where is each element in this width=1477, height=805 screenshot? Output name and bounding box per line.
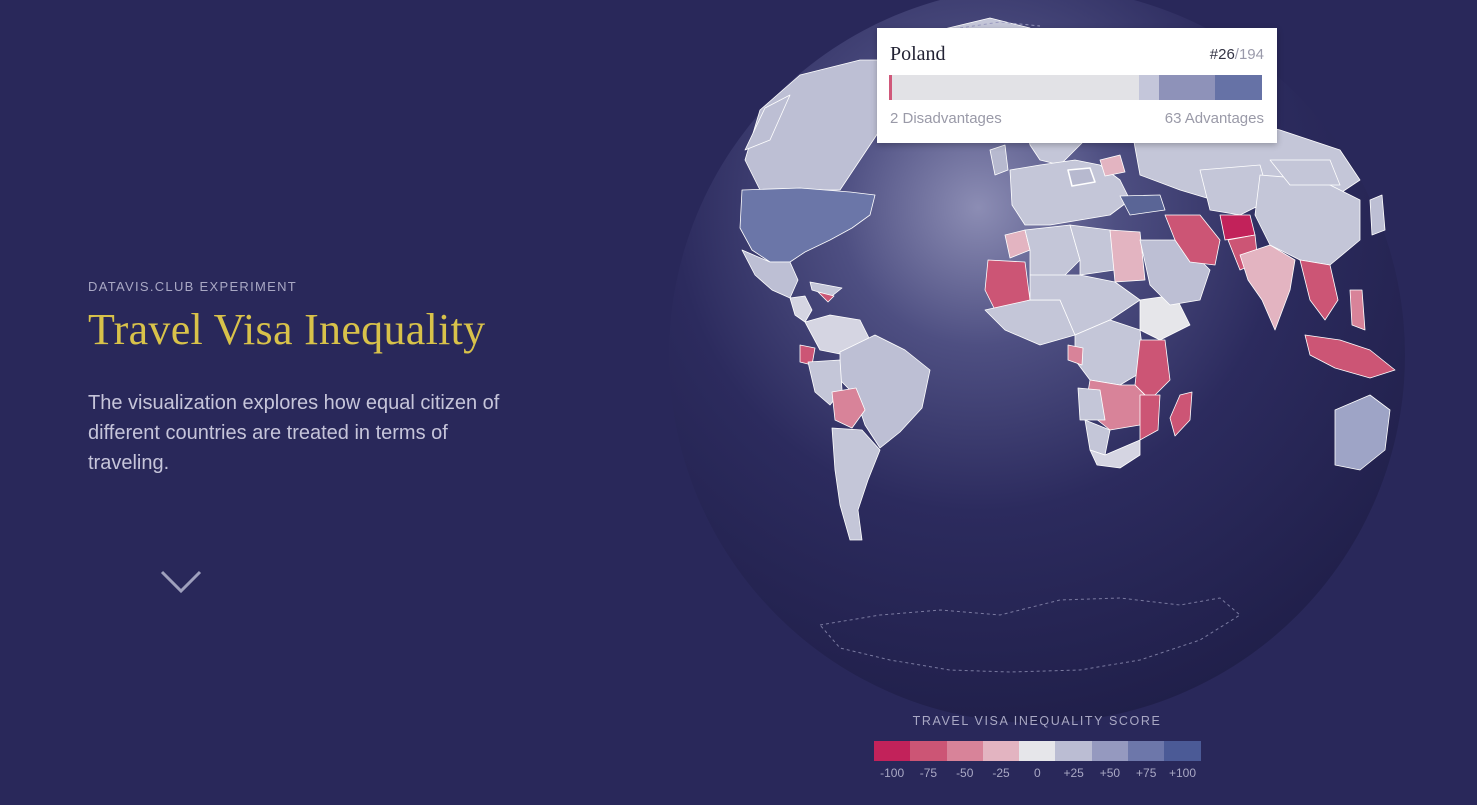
country-angola — [1077, 387, 1106, 421]
country-bolivia — [831, 387, 866, 429]
country-tooltip: Poland #26/194 2 Disadvantages 63 Advant… — [877, 28, 1277, 143]
country-central-america — [789, 295, 813, 323]
legend-label: +100 — [1169, 766, 1197, 780]
antarctica-outline — [819, 597, 1241, 673]
page-description: The visualization explores how equal cit… — [88, 392, 500, 474]
page-title: Travel Visa Inequality — [88, 305, 486, 354]
country-east-africa — [1134, 339, 1171, 401]
legend-title: TRAVEL VISA INEQUALITY SCORE — [912, 714, 1162, 728]
country-mexico — [741, 249, 799, 299]
legend-swatch — [982, 741, 1020, 761]
tooltip-bar-segment — [1159, 75, 1216, 100]
tooltip-bar-segment — [889, 75, 892, 100]
country-canada — [744, 59, 911, 191]
country-australia — [1334, 394, 1391, 471]
country-south-africa — [1089, 439, 1141, 469]
legend-labels: -100 -75 -50 -25 0 +25 +50 +75 +100 — [874, 766, 1201, 780]
country-philippines — [1349, 289, 1366, 331]
country-haiti — [817, 291, 835, 303]
country-ukraine — [1099, 154, 1126, 177]
country-southeast-asia — [1299, 259, 1339, 321]
legend-swatch — [874, 741, 911, 761]
country-usa — [739, 187, 876, 263]
legend-label: -25 — [992, 766, 1010, 780]
country-egypt — [1109, 229, 1146, 283]
country-madagascar — [1169, 391, 1193, 437]
tooltip-score-bar — [889, 75, 1262, 100]
scroll-down-button[interactable] — [158, 565, 206, 597]
legend-label: 0 — [1033, 766, 1041, 780]
tooltip-bar-segment — [1138, 75, 1160, 100]
tooltip-rank-total: /194 — [1234, 46, 1264, 63]
country-argentina — [831, 427, 881, 541]
tooltip-country-name: Poland — [890, 43, 946, 65]
legend-swatch — [1128, 741, 1165, 761]
legend-swatches — [874, 741, 1201, 761]
eyebrow-label: DATAVIS.CLUB EXPERIMENT — [88, 279, 298, 294]
country-central-asia — [1199, 164, 1271, 216]
legend-label: +50 — [1099, 766, 1121, 780]
tooltip-rank: #26/194 — [1210, 46, 1264, 63]
tooltip-rank-value: #26 — [1209, 46, 1235, 63]
country-indonesia — [1304, 334, 1396, 379]
country-gabon — [1067, 344, 1084, 366]
legend-swatch — [946, 741, 983, 761]
chevron-down-icon — [160, 570, 202, 594]
country-mozambique — [1139, 394, 1161, 441]
legend-label: -50 — [956, 766, 974, 780]
legend-swatch — [1019, 741, 1056, 761]
country-libya — [1069, 224, 1116, 276]
country-uk — [989, 144, 1009, 176]
country-mongolia — [1269, 159, 1341, 186]
legend-label: -75 — [919, 766, 938, 780]
far-side-outline — [959, 21, 1041, 29]
tooltip-bar-segment — [1215, 75, 1262, 100]
legend-label: +75 — [1136, 766, 1157, 780]
legend-label: -100 — [880, 766, 905, 780]
legend-swatch — [910, 741, 947, 761]
country-poland — [1067, 167, 1096, 187]
country-iran — [1164, 214, 1221, 266]
legend-swatch — [1164, 741, 1201, 761]
tooltip-disadvantages: 2 Disadvantages — [890, 110, 1002, 127]
tooltip-bar-segment — [891, 75, 1139, 100]
country-japan — [1369, 194, 1386, 236]
country-europe — [1009, 159, 1131, 226]
legend-swatch — [1055, 741, 1092, 761]
tooltip-advantages: 63 Advantages — [1164, 110, 1264, 127]
country-alaska — [744, 94, 791, 151]
country-turkey — [1119, 194, 1166, 216]
legend-swatch — [1091, 741, 1129, 761]
legend-label: +25 — [1063, 766, 1084, 780]
